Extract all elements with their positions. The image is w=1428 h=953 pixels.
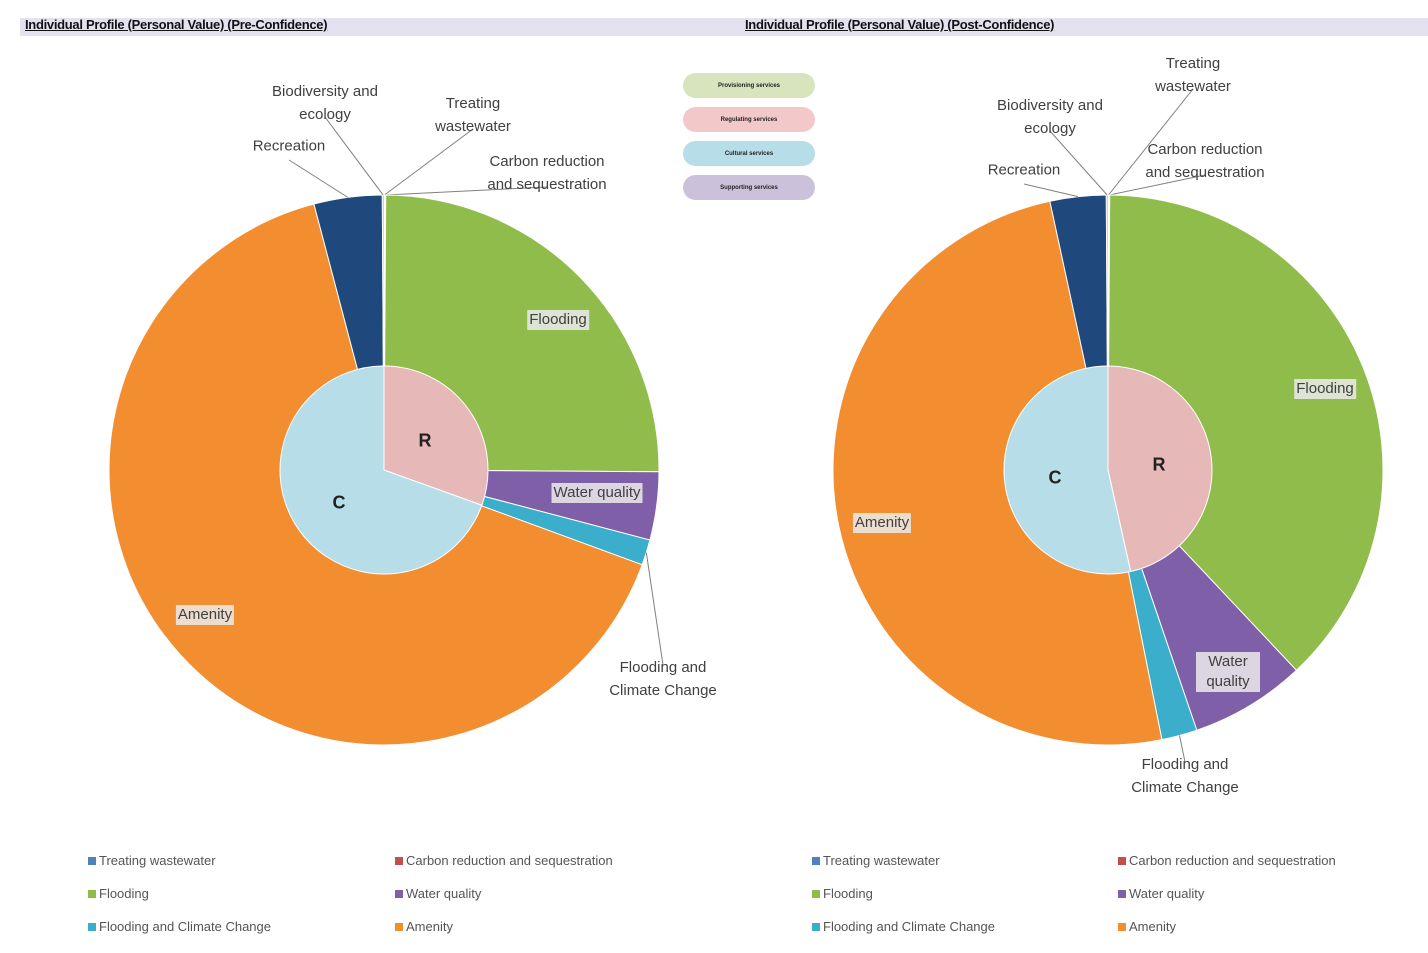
slice-label: Flooding	[1294, 379, 1356, 399]
legend-swatch	[88, 889, 96, 898]
slice-label: Carbon reduction and sequestration	[1145, 141, 1265, 181]
inner-label: C	[332, 492, 346, 513]
legend-entry: Water quality	[1118, 886, 1204, 901]
slice-label: Treating wastewater	[1155, 55, 1231, 95]
legend-entry: Flooding	[812, 886, 873, 901]
slice-label: Recreation	[252, 137, 326, 155]
legend-entry: Flooding and Climate Change	[88, 919, 271, 934]
slice-label: Recreation	[987, 161, 1061, 179]
slice-label: Treating wastewater	[435, 95, 511, 135]
legend-label: Water quality	[1129, 886, 1205, 901]
legend-label: Flooding	[823, 886, 873, 901]
slice-label: Flooding	[527, 310, 589, 330]
legend-entry: Treating wastewater	[812, 853, 940, 868]
slice-label: Amenity	[852, 513, 912, 533]
slice-label: Flooding and Climate Change	[609, 659, 717, 699]
service-legend: Regulating services	[683, 107, 815, 132]
legend-label: Amenity	[1129, 919, 1176, 934]
service-legend: Provisioning services	[683, 73, 815, 98]
legend-entry: Flooding	[88, 886, 149, 901]
legend-swatch	[395, 922, 403, 931]
leader-line	[645, 552, 664, 666]
leader-line	[288, 159, 349, 198]
slice-label: Water quality	[1196, 652, 1260, 692]
legend-swatch	[88, 856, 96, 865]
leader-line	[1179, 735, 1186, 763]
legend-label: Carbon reduction and sequestration	[1129, 853, 1336, 868]
legend-entry: Water quality	[395, 886, 481, 901]
legend-swatch	[812, 856, 820, 865]
pie-slice	[832, 200, 1163, 746]
legend-swatch	[812, 889, 820, 898]
legend-label: Flooding	[99, 886, 149, 901]
legend-swatch	[88, 922, 96, 931]
legend-swatch	[395, 856, 403, 865]
pie-slice	[1107, 194, 1384, 672]
leader-line	[1109, 174, 1206, 196]
slice-label: Carbon reduction and sequestration	[487, 153, 607, 193]
legend-swatch	[1118, 889, 1126, 898]
chart-title: Individual Profile (Personal Value) (Pre…	[25, 17, 328, 32]
legend-entry: Flooding and Climate Change	[812, 919, 995, 934]
slice-label: Water quality	[551, 483, 643, 503]
legend-label: Flooding and Climate Change	[99, 919, 271, 934]
legend-label: Flooding and Climate Change	[823, 919, 995, 934]
leader-line	[1108, 88, 1194, 196]
leader-line	[385, 186, 548, 196]
slice-label: Biodiversity and ecology	[997, 97, 1103, 137]
legend-label: Treating wastewater	[823, 853, 940, 868]
legend-entry: Treating wastewater	[88, 853, 216, 868]
leader-line	[1023, 183, 1079, 198]
leader-line	[1049, 130, 1108, 196]
chart-title: Individual Profile (Personal Value) (Pos…	[745, 17, 1055, 32]
legend-swatch	[1118, 922, 1126, 931]
service-legend: Cultural services	[683, 141, 815, 166]
legend-label: Amenity	[406, 919, 453, 934]
inner-label: R	[1152, 454, 1166, 475]
inner-slice	[1107, 365, 1213, 573]
legend-swatch	[1118, 856, 1126, 865]
legend-entry: Amenity	[1118, 919, 1176, 934]
legend-label: Water quality	[406, 886, 482, 901]
legend-swatch	[812, 922, 820, 931]
legend-entry: Carbon reduction and sequestration	[1118, 853, 1336, 868]
slice-label: Biodiversity and ecology	[272, 83, 378, 123]
inner-slice	[279, 365, 483, 575]
inner-slice	[383, 365, 489, 506]
legend-entry: Carbon reduction and sequestration	[395, 853, 613, 868]
title-bar	[20, 18, 1428, 36]
leader-line	[324, 116, 384, 196]
leader-line	[384, 128, 474, 196]
legend-label: Treating wastewater	[99, 853, 216, 868]
slice-label: Flooding and Climate Change	[1131, 756, 1239, 796]
legend-swatch	[395, 889, 403, 898]
inner-label: R	[418, 430, 432, 451]
service-legend: Supporting services	[683, 175, 815, 200]
legend-entry: Amenity	[395, 919, 453, 934]
slice-label: Amenity	[175, 605, 235, 625]
inner-slice	[1003, 365, 1132, 575]
inner-label: C	[1048, 467, 1062, 488]
legend-label: Carbon reduction and sequestration	[406, 853, 613, 868]
